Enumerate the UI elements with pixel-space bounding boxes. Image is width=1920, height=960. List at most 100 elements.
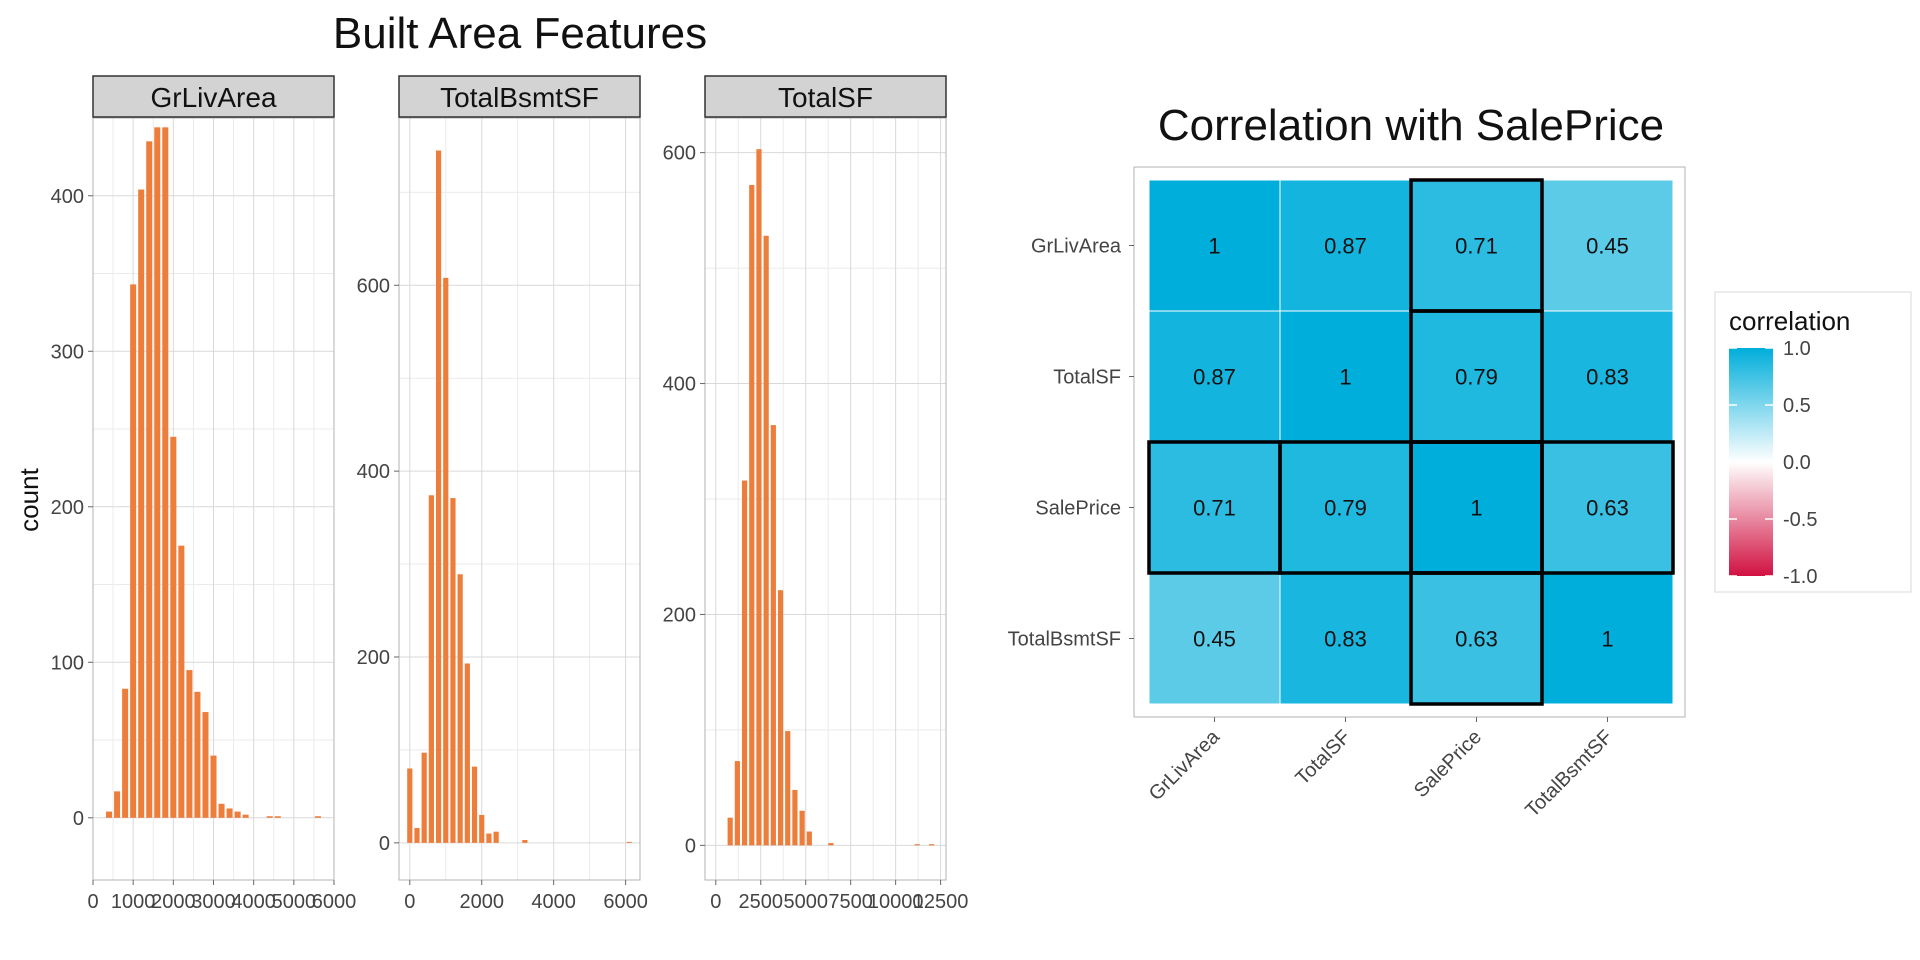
facet-strip-label: TotalBsmtSF: [440, 82, 599, 113]
histogram-bar: [806, 831, 812, 846]
heatmap-cell-label: 1: [1208, 234, 1220, 259]
histogram-bar: [154, 127, 161, 818]
x-tick-label: 1000: [111, 891, 156, 913]
histogram-bar: [130, 284, 137, 818]
y-tick-label: 600: [357, 275, 390, 297]
heatmap-cell: [1279, 441, 1412, 574]
heatmap-cell: [1148, 310, 1281, 443]
x-tick-label: 5000: [783, 891, 828, 913]
y-tick-label: 400: [51, 186, 84, 208]
histogram-bar: [479, 814, 485, 843]
heatmap-cell-label: 1: [1339, 365, 1351, 390]
y-tick-label: 400: [663, 374, 696, 396]
facet-strip-label: TotalSF: [778, 82, 873, 113]
x-tick-label: 6000: [603, 891, 648, 913]
highlight-box: [1540, 440, 1675, 575]
histogram-bar: [770, 425, 776, 846]
histogram-bar: [314, 816, 321, 818]
histogram-bar: [756, 149, 762, 846]
facet-strip: [92, 75, 335, 118]
histogram-bar: [626, 841, 632, 843]
heatmap-x-label: TotalSF: [1292, 726, 1356, 790]
x-tick-label: 2000: [459, 891, 504, 913]
heatmap-cell: [1410, 441, 1543, 574]
heatmap-cell-label: 1: [1601, 627, 1613, 652]
heatmap-x-label: GrLivArea: [1145, 725, 1225, 805]
facet-strip-label: GrLivArea: [150, 82, 276, 113]
x-tick-label: 0: [404, 891, 415, 913]
heatmap-cell-label: 0.83: [1324, 627, 1367, 652]
histogram-bar: [274, 816, 281, 818]
histogram-bar: [186, 670, 193, 818]
histogram-bar: [727, 817, 733, 846]
histogram-bar: [777, 590, 784, 846]
heatmap-x-label: SalePrice: [1410, 726, 1486, 802]
x-tick-label: 10000: [868, 891, 924, 913]
histogram-bar: [749, 184, 755, 846]
highlight-box: [1409, 571, 1544, 706]
heatmap-cell: [1541, 310, 1674, 443]
heatmap-cell: [1148, 179, 1281, 312]
x-tick-label: 4000: [531, 891, 576, 913]
histogram-bar: [734, 761, 740, 846]
y-tick-label: 0: [379, 833, 390, 855]
heatmap-cell-label: 0.71: [1193, 496, 1236, 521]
histogram-bar: [450, 498, 456, 843]
legend-tick-label: 0.0: [1783, 452, 1811, 474]
x-tick-label: 7500: [828, 891, 873, 913]
histogram-bar: [106, 811, 113, 818]
y-tick-label: 0: [73, 808, 84, 830]
heatmap-cell-label: 0.45: [1193, 627, 1236, 652]
histogram-bar: [234, 811, 241, 818]
y-tick-label: 200: [357, 647, 390, 669]
histogram-bar: [929, 844, 935, 846]
histogram-bar: [914, 844, 920, 846]
histogram-bar: [414, 827, 420, 843]
heatmap-y-label: TotalSF: [1053, 367, 1121, 389]
histogram-bar: [407, 768, 413, 843]
heatmap-cell-label: 0.63: [1455, 627, 1498, 652]
histogram-bar: [792, 789, 798, 846]
legend-tick-label: 1.0: [1783, 338, 1811, 360]
heatmap-cell: [1279, 572, 1412, 705]
histogram-bar: [464, 663, 470, 843]
histogram-bar: [194, 691, 201, 818]
heatmap-cell-label: 1: [1470, 496, 1482, 521]
histogram-bar: [218, 803, 225, 818]
legend-title: correlation: [1729, 306, 1850, 336]
histogram-bar: [122, 688, 129, 818]
histogram-bar: [522, 840, 528, 843]
y-axis-label: count: [14, 467, 44, 531]
heatmap-cell: [1541, 179, 1674, 312]
heatmap-y-label: GrLivArea: [1031, 236, 1122, 258]
histogram-bar: [799, 810, 805, 846]
histogram-bar: [785, 731, 791, 846]
x-tick-label: 4000: [231, 891, 276, 913]
y-tick-label: 200: [51, 497, 84, 519]
panel-border: [704, 117, 947, 881]
x-tick-label: 2500: [739, 891, 784, 913]
heatmap-x-label: TotalBsmtSF: [1521, 726, 1617, 822]
heatmap-title: Correlation with SalePrice: [1158, 101, 1664, 150]
x-tick-label: 6000: [312, 891, 357, 913]
heatmap-y-label: SalePrice: [1035, 498, 1121, 520]
histogram-bar: [741, 480, 748, 846]
x-tick-label: 0: [87, 891, 98, 913]
x-tick-label: 5000: [272, 891, 317, 913]
left-title: Built Area Features: [333, 9, 707, 58]
histogram-bar: [146, 141, 153, 818]
heatmap-cell-label: 0.79: [1455, 365, 1498, 390]
y-tick-label: 400: [357, 461, 390, 483]
panel-border: [398, 117, 641, 881]
y-tick-label: 100: [51, 652, 84, 674]
histogram-bar: [202, 712, 209, 818]
histogram-bar: [421, 752, 427, 843]
legend-tick-label: 0.5: [1783, 395, 1811, 417]
histogram-bar: [457, 574, 463, 843]
facet-strip: [704, 75, 947, 118]
x-tick-label: 0: [710, 891, 721, 913]
